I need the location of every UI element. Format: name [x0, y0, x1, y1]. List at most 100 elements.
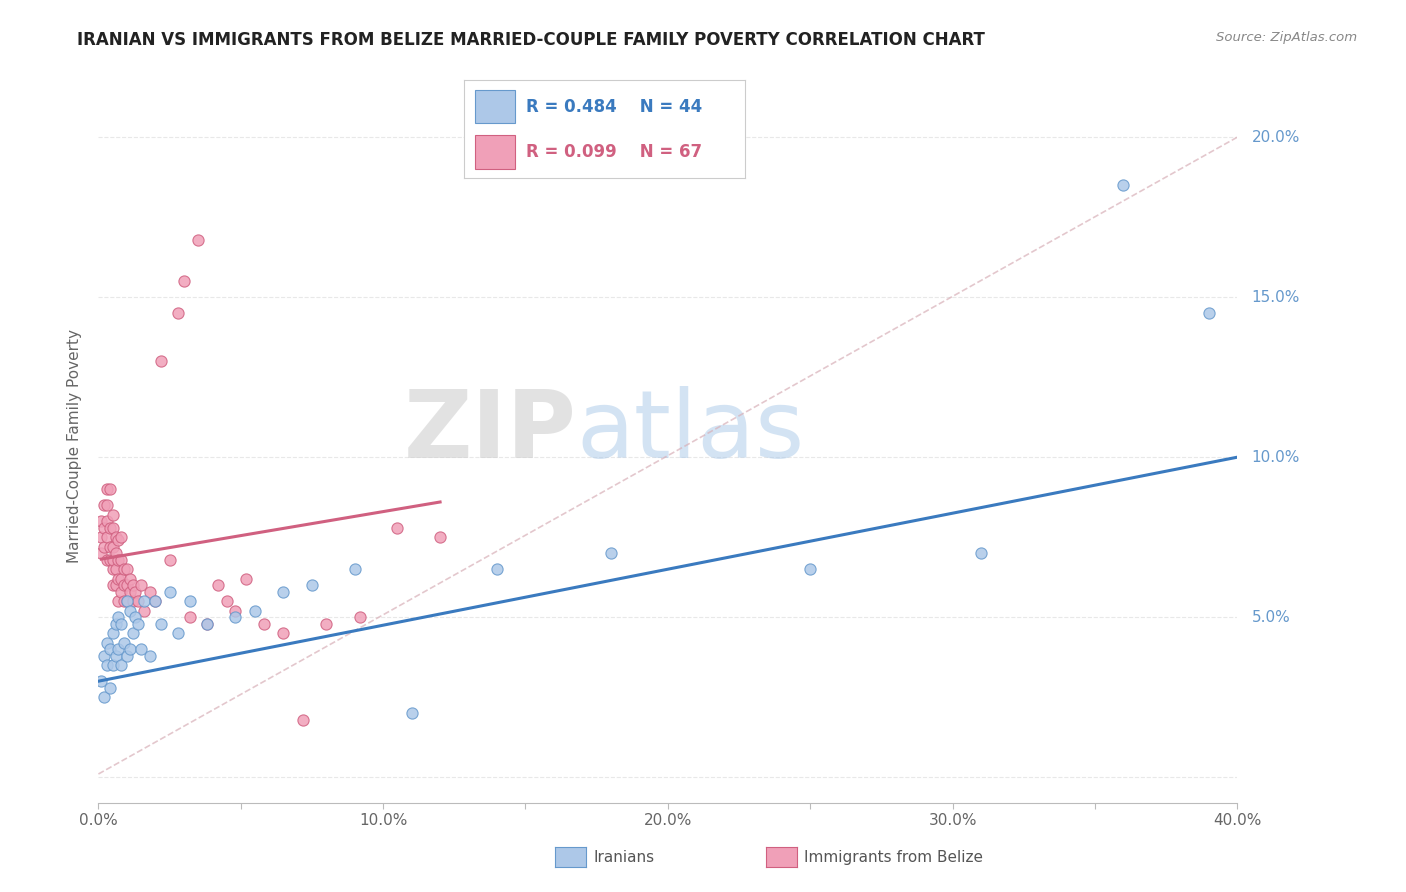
Point — [401, 706, 423, 721]
Point — [292, 713, 315, 727]
Text: 10.0%: 10.0% — [1251, 450, 1301, 465]
Point — [486, 562, 509, 576]
Point — [115, 562, 138, 576]
Point — [195, 616, 218, 631]
Point — [124, 610, 146, 624]
Point — [235, 572, 257, 586]
Point — [110, 658, 132, 673]
Point — [118, 604, 141, 618]
Point — [167, 626, 190, 640]
Point — [600, 546, 623, 560]
Text: Iranians: Iranians — [593, 850, 654, 864]
Point — [98, 540, 121, 554]
Point — [429, 530, 451, 544]
Point — [101, 520, 124, 534]
Point — [315, 616, 337, 631]
Point — [1112, 178, 1135, 193]
Point — [970, 546, 993, 560]
Point — [145, 594, 167, 608]
Point — [93, 540, 115, 554]
Point — [101, 540, 124, 554]
Text: 20.0%: 20.0% — [1251, 129, 1301, 145]
Point — [98, 552, 121, 566]
Point — [93, 690, 115, 705]
Point — [101, 562, 124, 576]
Point — [224, 604, 246, 618]
Point — [110, 552, 132, 566]
Point — [159, 584, 181, 599]
Point — [96, 530, 118, 544]
Point — [96, 514, 118, 528]
Point — [107, 533, 129, 548]
Y-axis label: Married-Couple Family Poverty: Married-Couple Family Poverty — [67, 329, 83, 563]
Point — [104, 562, 127, 576]
Point — [243, 604, 266, 618]
Point — [224, 610, 246, 624]
Point — [159, 552, 181, 566]
Point — [110, 572, 132, 586]
Point — [118, 572, 141, 586]
Point — [110, 584, 132, 599]
Point — [167, 306, 190, 320]
Point — [90, 674, 112, 689]
Point — [1198, 306, 1220, 320]
Point — [112, 636, 135, 650]
Point — [107, 642, 129, 657]
Point — [187, 233, 209, 247]
Point — [98, 520, 121, 534]
Text: Immigrants from Belize: Immigrants from Belize — [804, 850, 983, 864]
Point — [145, 594, 167, 608]
Text: ZIP: ZIP — [404, 385, 576, 478]
Point — [98, 482, 121, 496]
Point — [112, 594, 135, 608]
Point — [115, 594, 138, 608]
Point — [104, 648, 127, 663]
Point — [104, 616, 127, 631]
Point — [118, 584, 141, 599]
Point — [101, 552, 124, 566]
Point — [101, 626, 124, 640]
Point — [101, 658, 124, 673]
Point — [273, 626, 295, 640]
Point — [799, 562, 821, 576]
Point — [179, 610, 201, 624]
Point — [101, 508, 124, 522]
Point — [107, 594, 129, 608]
Point — [90, 530, 112, 544]
Point — [150, 354, 173, 368]
Point — [96, 552, 118, 566]
Point — [138, 584, 160, 599]
Point — [96, 636, 118, 650]
Point — [132, 604, 155, 618]
Text: 5.0%: 5.0% — [1251, 610, 1291, 624]
Point — [343, 562, 366, 576]
Point — [273, 584, 295, 599]
Point — [115, 578, 138, 592]
Point — [98, 642, 121, 657]
Point — [129, 642, 152, 657]
Point — [96, 498, 118, 512]
Point — [110, 616, 132, 631]
Point — [107, 552, 129, 566]
Point — [173, 274, 195, 288]
Point — [138, 648, 160, 663]
Point — [132, 594, 155, 608]
Point — [129, 578, 152, 592]
Point — [112, 578, 135, 592]
Point — [301, 578, 323, 592]
Text: Source: ZipAtlas.com: Source: ZipAtlas.com — [1216, 31, 1357, 45]
Point — [110, 530, 132, 544]
Point — [121, 594, 143, 608]
Point — [121, 578, 143, 592]
Point — [115, 594, 138, 608]
Bar — [475, 136, 515, 169]
Point — [93, 520, 115, 534]
Point — [93, 498, 115, 512]
Text: R = 0.099    N = 67: R = 0.099 N = 67 — [526, 143, 702, 161]
Point — [207, 578, 229, 592]
Point — [349, 610, 371, 624]
Point — [107, 572, 129, 586]
Text: R = 0.484    N = 44: R = 0.484 N = 44 — [526, 98, 702, 116]
Point — [107, 610, 129, 624]
Point — [127, 616, 149, 631]
